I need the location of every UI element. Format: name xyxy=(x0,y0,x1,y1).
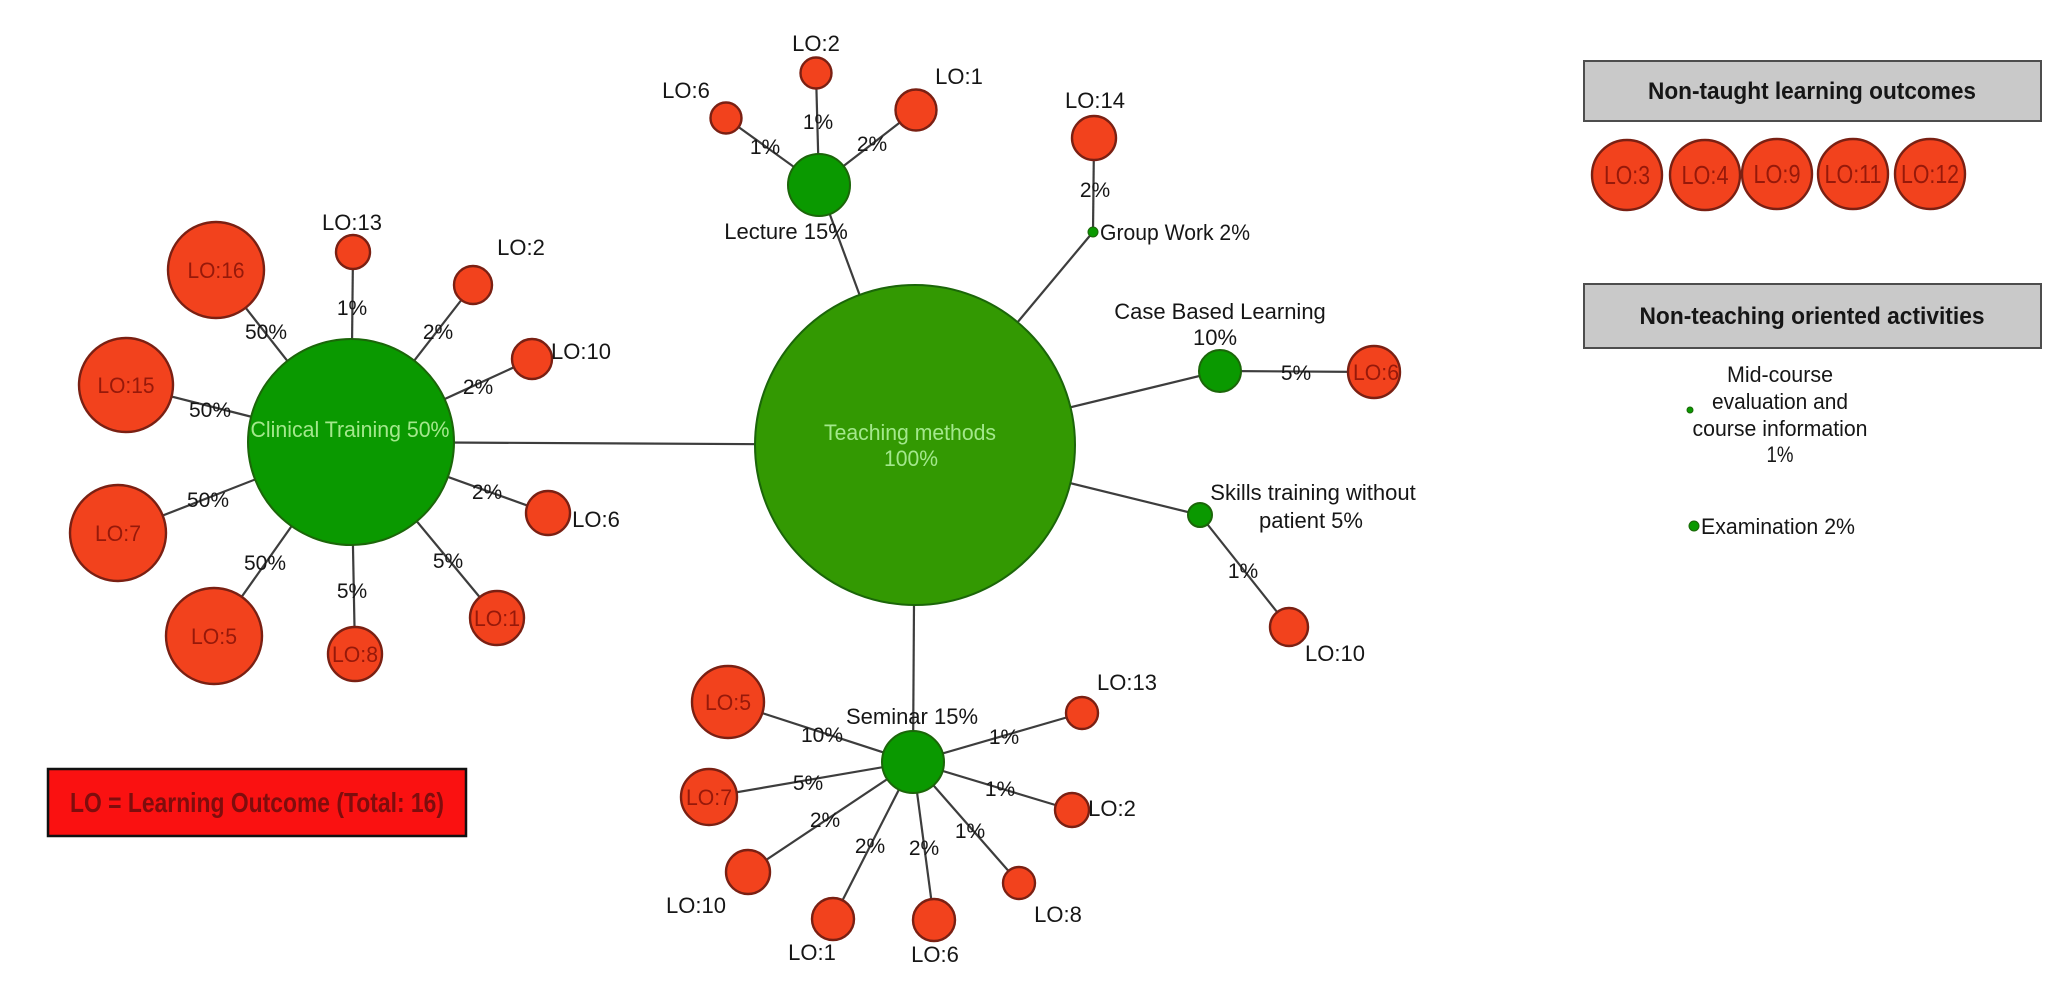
svg-text:1%: 1% xyxy=(750,136,780,159)
svg-text:LO:6: LO:6 xyxy=(911,942,959,967)
svg-text:Lecture 15%: Lecture 15% xyxy=(724,219,848,244)
svg-text:LO:10: LO:10 xyxy=(551,339,611,364)
svg-text:2%: 2% xyxy=(857,133,887,156)
svg-text:1%: 1% xyxy=(955,820,985,843)
svg-text:Mid-course: Mid-course xyxy=(1727,362,1833,387)
svg-text:5%: 5% xyxy=(337,580,367,603)
svg-text:LO:8: LO:8 xyxy=(1034,902,1082,927)
svg-text:LO:2: LO:2 xyxy=(1088,796,1136,821)
svg-text:Non-teaching oriented activiti: Non-teaching oriented activities xyxy=(1640,303,1985,330)
svg-text:1%: 1% xyxy=(1767,442,1794,467)
svg-text:Examination 2%: Examination 2% xyxy=(1701,514,1855,539)
svg-text:LO:6: LO:6 xyxy=(572,507,620,532)
svg-text:LO:10: LO:10 xyxy=(1305,641,1365,666)
svg-text:Clinical Training 50%: Clinical Training 50% xyxy=(251,417,450,442)
svg-text:Seminar 15%: Seminar 15% xyxy=(846,704,978,729)
svg-text:LO:11: LO:11 xyxy=(1825,159,1882,189)
svg-text:LO:9: LO:9 xyxy=(1754,159,1801,189)
svg-text:LO:14: LO:14 xyxy=(1065,88,1125,113)
svg-text:LO:16: LO:16 xyxy=(188,258,245,283)
svg-text:LO:10: LO:10 xyxy=(666,893,726,918)
svg-text:2%: 2% xyxy=(1080,179,1110,202)
svg-text:2%: 2% xyxy=(810,809,840,832)
svg-text:LO:8: LO:8 xyxy=(332,642,378,667)
svg-text:patient 5%: patient 5% xyxy=(1259,508,1363,533)
svg-text:100%: 100% xyxy=(884,446,938,471)
svg-text:LO:5: LO:5 xyxy=(191,624,237,649)
svg-text:50%: 50% xyxy=(187,489,229,512)
svg-text:LO:5: LO:5 xyxy=(705,690,751,715)
svg-text:LO:1: LO:1 xyxy=(935,64,983,89)
svg-text:2%: 2% xyxy=(423,321,453,344)
svg-text:2%: 2% xyxy=(472,481,502,504)
svg-text:LO:1: LO:1 xyxy=(788,940,836,965)
svg-text:evaluation and: evaluation and xyxy=(1712,389,1848,414)
svg-text:Teaching methods: Teaching methods xyxy=(824,420,996,445)
svg-text:1%: 1% xyxy=(989,726,1019,749)
svg-text:2%: 2% xyxy=(855,835,885,858)
svg-text:LO:12: LO:12 xyxy=(1901,159,1959,189)
svg-text:Case Based Learning: Case Based Learning xyxy=(1114,299,1326,324)
svg-text:5%: 5% xyxy=(433,550,463,573)
svg-text:Group Work 2%: Group Work 2% xyxy=(1100,220,1250,245)
svg-text:LO:7: LO:7 xyxy=(95,521,141,546)
svg-text:LO:3: LO:3 xyxy=(1604,160,1650,190)
svg-text:2%: 2% xyxy=(463,376,493,399)
svg-text:course information: course information xyxy=(1693,416,1868,441)
svg-text:1%: 1% xyxy=(803,111,833,134)
svg-text:LO:13: LO:13 xyxy=(1097,670,1157,695)
svg-text:10%: 10% xyxy=(801,724,843,747)
svg-text:2%: 2% xyxy=(909,837,939,860)
svg-text:LO:13: LO:13 xyxy=(322,210,382,235)
svg-text:LO:2: LO:2 xyxy=(497,235,545,260)
svg-text:50%: 50% xyxy=(189,399,231,422)
svg-text:LO:7: LO:7 xyxy=(686,785,732,810)
svg-text:LO:4: LO:4 xyxy=(1682,160,1729,190)
svg-text:5%: 5% xyxy=(793,772,823,795)
svg-text:LO:1: LO:1 xyxy=(474,606,520,631)
svg-text:1%: 1% xyxy=(337,297,367,320)
svg-text:50%: 50% xyxy=(245,321,287,344)
svg-text:Skills training without: Skills training without xyxy=(1210,480,1415,505)
svg-text:50%: 50% xyxy=(244,552,286,575)
svg-text:LO:6: LO:6 xyxy=(1353,360,1399,385)
svg-text:1%: 1% xyxy=(985,778,1015,801)
svg-text:1%: 1% xyxy=(1228,560,1258,583)
svg-text:10%: 10% xyxy=(1193,325,1237,350)
svg-text:LO:2: LO:2 xyxy=(792,31,840,56)
svg-text:Non-taught learning outcomes: Non-taught learning outcomes xyxy=(1648,78,1976,105)
svg-text:5%: 5% xyxy=(1281,362,1311,385)
svg-text:LO = Learning Outcome (Total:: LO = Learning Outcome (Total: 16) xyxy=(70,787,444,818)
svg-text:LO:6: LO:6 xyxy=(662,78,710,103)
svg-text:LO:15: LO:15 xyxy=(98,373,155,398)
